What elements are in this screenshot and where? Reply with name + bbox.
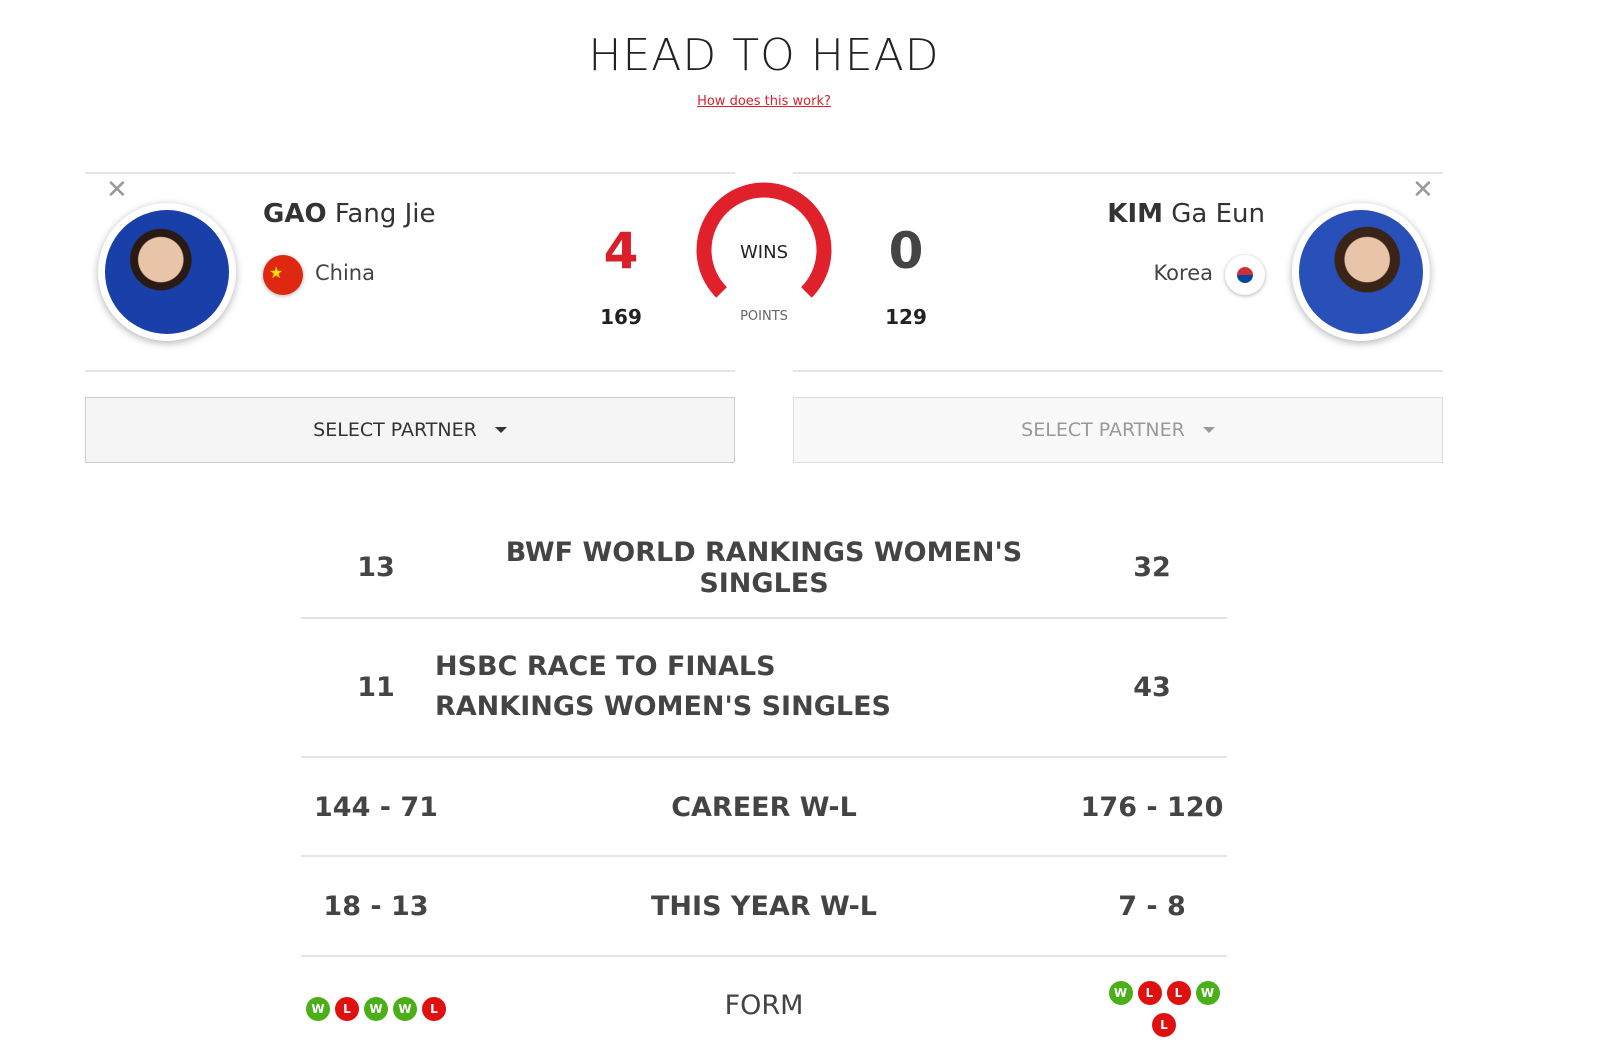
win-badge: W	[306, 997, 330, 1021]
player2-avatar	[1292, 203, 1430, 341]
loss-badge: L	[335, 997, 359, 1021]
stat-right: 7 - 8	[1118, 891, 1186, 922]
player1-given-name: Fang Jie	[334, 199, 436, 229]
divider	[301, 855, 1227, 857]
player2-country: Korea	[1153, 261, 1213, 285]
stat-left: 18 - 13	[323, 891, 429, 922]
player2-surname: KIM	[1107, 199, 1163, 229]
caret-down-icon	[494, 427, 507, 433]
stat-right: 43	[1133, 671, 1171, 703]
divider	[793, 370, 1443, 372]
wins-gauge	[696, 182, 832, 298]
korea-flag-icon	[1225, 255, 1265, 295]
gauge-sublabel: POINTS	[740, 309, 788, 324]
form-label: FORM	[724, 989, 804, 1021]
page-title: HEAD TO HEAD	[588, 30, 940, 81]
player1-name[interactable]: GAO Fang Jie	[263, 199, 435, 229]
divider	[793, 172, 1443, 174]
player1-select-partner[interactable]: SELECT PARTNER	[85, 397, 735, 463]
player2-given-name: Ga Eun	[1171, 199, 1265, 229]
player1-surname: GAO	[263, 199, 327, 229]
stat-left: 144 - 71	[314, 792, 438, 823]
stat-left: 11	[357, 671, 395, 703]
stat-label: BWF WORLD RANKINGS WOMEN'S SINGLES	[505, 536, 1023, 599]
select-partner-label: SELECT PARTNER	[313, 419, 477, 441]
stat-label: HSBC RACE TO FINALS RANKINGS WOMEN'S SIN…	[435, 651, 891, 722]
remove-player1-close-icon[interactable]: ✕	[106, 175, 128, 205]
remove-player2-close-icon[interactable]: ✕	[1412, 175, 1434, 205]
player2-points: 129	[885, 305, 927, 329]
china-flag-icon: ★	[263, 255, 303, 295]
divider	[301, 756, 1227, 758]
win-badge: W	[393, 997, 417, 1021]
loss-badge: L	[1166, 981, 1191, 1005]
select-partner-label: SELECT PARTNER	[1021, 419, 1185, 441]
player1-wins: 4	[603, 222, 639, 280]
divider	[85, 172, 735, 174]
player1-points: 169	[600, 305, 642, 329]
stat-row: 11 HSBC RACE TO FINALS RANKINGS WOMEN'S S…	[301, 645, 1227, 729]
gauge-arc	[696, 182, 832, 298]
stat-row: 18 - 13 THIS YEAR W-L 7 - 8	[301, 879, 1227, 934]
stat-row: 144 - 71 CAREER W-L 176 - 120	[301, 780, 1227, 835]
win-badge: W	[1108, 981, 1133, 1005]
divider	[85, 370, 735, 372]
loss-badge: L	[1152, 1013, 1176, 1037]
caret-down-icon	[1202, 427, 1215, 433]
gauge-label: WINS	[740, 242, 788, 263]
stat-label: CAREER W-L	[671, 792, 857, 823]
player2-wins: 0	[888, 222, 924, 280]
loss-badge: L	[1137, 981, 1162, 1005]
how-it-works-link[interactable]: How does this work?	[697, 94, 831, 109]
player2-form: W L L WL	[1077, 973, 1227, 1037]
loss-badge: L	[422, 997, 446, 1021]
stat-label: THIS YEAR W-L	[651, 891, 877, 922]
player1-avatar	[98, 203, 236, 341]
player2-name[interactable]: KIM Ga Eun	[1107, 199, 1265, 229]
stat-right: 176 - 120	[1080, 792, 1224, 823]
stat-left: 13	[357, 552, 395, 583]
player2-select-partner[interactable]: SELECT PARTNER	[793, 397, 1443, 463]
player1-country: China	[315, 261, 375, 285]
divider	[301, 955, 1227, 957]
form-row: W L W W L FORM W L L WL	[301, 980, 1227, 1037]
stat-row: 13 BWF WORLD RANKINGS WOMEN'S SINGLES 32	[301, 537, 1227, 599]
stat-right: 32	[1133, 552, 1171, 583]
win-badge: W	[1195, 981, 1220, 1005]
divider	[301, 617, 1227, 619]
win-badge: W	[364, 997, 388, 1021]
